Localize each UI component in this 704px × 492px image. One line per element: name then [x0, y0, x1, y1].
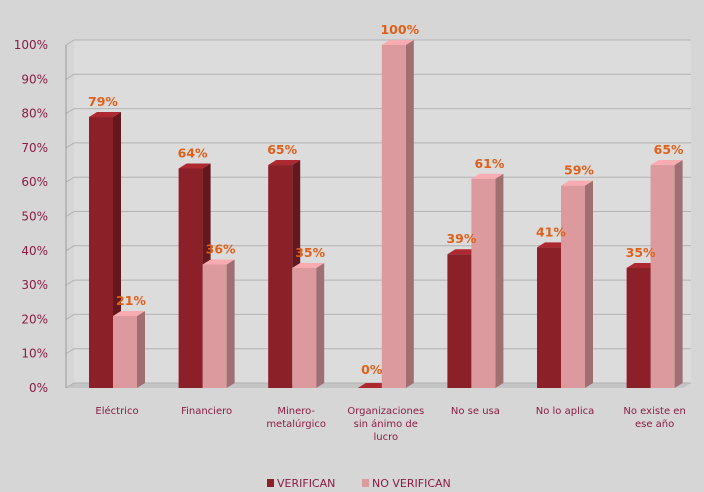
x-category-label-line: Minero-	[277, 406, 315, 417]
bar-front	[561, 185, 585, 388]
bar-no-verifican	[471, 173, 504, 388]
gridlines	[65, 39, 691, 389]
y-axis: 0% 10% 20% 30% 40% 50% 60% 70% 80% 90% 100%	[14, 38, 67, 395]
y-tick-label: 50%	[21, 210, 48, 224]
bar-no-verifican	[650, 160, 683, 388]
bar-top	[89, 112, 121, 118]
bar-front	[268, 165, 293, 388]
bar-side	[495, 173, 504, 388]
data-label-verifican: 79%	[88, 94, 118, 109]
legend-label-verifican: VERIFICAN	[277, 477, 335, 490]
y-tick-label: 40%	[21, 244, 48, 258]
gridline	[65, 73, 691, 80]
data-label-no-verifican: 100%	[380, 22, 419, 37]
x-category-label: Organizaciones sin ánimo de lucro	[347, 406, 424, 443]
bar-side	[137, 310, 145, 388]
x-axis-categories: Eléctrico Financiero Minero-metalúrgico Org…	[95, 405, 685, 443]
bar-front	[292, 267, 317, 388]
y-tick-label: 30%	[21, 278, 48, 292]
x-category-label-line: No lo aplica	[536, 406, 595, 417]
bar-side	[674, 160, 683, 388]
data-label-no-verifican: 35%	[295, 245, 325, 260]
data-label-verifican: 35%	[626, 245, 656, 260]
x-category-label-line: ese año	[635, 419, 674, 430]
data-label-no-verifican: 65%	[654, 142, 684, 157]
bar-side	[585, 180, 593, 388]
bar-front	[89, 117, 113, 388]
bars	[89, 40, 683, 388]
bar-top	[471, 173, 504, 179]
bar-top	[202, 259, 235, 265]
y-tick-label: 80%	[21, 107, 48, 121]
bar-front	[537, 247, 561, 388]
data-labels: 79% 21% 64% 36% 65% 35% 0% 100% 39% 61% 41% 59% 35% 6…	[88, 22, 684, 377]
x-category-label-line: No existe en	[623, 406, 685, 417]
bar-front	[650, 165, 675, 388]
gridline	[65, 142, 691, 149]
x-category-label-line: No se usa	[451, 406, 500, 417]
legend-label-no-verifican: NO VERIFICAN	[372, 477, 451, 490]
gridline	[65, 39, 691, 46]
legend-swatch-no-verifican	[362, 479, 369, 487]
bar-front	[113, 315, 137, 388]
data-label-verifican: 41%	[536, 224, 566, 239]
bar-top	[113, 310, 145, 316]
bar-front	[447, 254, 472, 388]
x-category-label: Financiero	[181, 406, 232, 417]
legend-swatch-verifican	[267, 479, 274, 487]
x-category-label: No se usa	[451, 406, 500, 417]
data-label-no-verifican: 21%	[116, 293, 146, 308]
data-label-no-verifican: 59%	[564, 163, 594, 178]
data-label-no-verifican: 36%	[206, 242, 236, 257]
y-tick-label: 0%	[29, 381, 48, 395]
bar-no-verifican	[561, 180, 593, 388]
x-category-label-line: Financiero	[181, 406, 232, 417]
bar-side	[405, 40, 414, 388]
bar-front	[471, 178, 496, 388]
bar-top	[381, 40, 414, 45]
bar-top	[561, 180, 593, 186]
x-category-label: Eléctrico	[95, 405, 138, 417]
data-label-verifican: 65%	[267, 142, 297, 157]
bar-no-verifican	[202, 259, 235, 388]
bar-no-verifican	[381, 40, 414, 388]
data-label-verifican: 0%	[361, 362, 383, 377]
gridline	[65, 108, 691, 115]
y-tick-label: 10%	[21, 347, 48, 361]
x-category-label: Minero-metalúrgico	[266, 406, 326, 430]
x-category-label-line: Organizaciones	[347, 406, 424, 417]
x-category-label-line: lucro	[373, 432, 398, 443]
x-category-label: No lo aplica	[536, 406, 595, 417]
bar-top	[650, 160, 683, 166]
bar-top	[178, 163, 211, 169]
bar-no-verifican	[292, 262, 325, 388]
bar-top	[268, 160, 301, 166]
bar-front	[626, 267, 651, 388]
bar-no-verifican	[113, 310, 145, 388]
bar-side	[316, 262, 325, 388]
data-label-verifican: 39%	[446, 231, 476, 246]
bar-front	[202, 264, 227, 388]
y-tick-label: 70%	[21, 141, 48, 155]
bar-top	[292, 262, 325, 268]
y-tick-label: 100%	[14, 38, 48, 52]
y-tick-label: 20%	[21, 312, 48, 326]
data-label-no-verifican: 61%	[474, 156, 504, 171]
data-label-verifican: 64%	[178, 145, 208, 160]
x-category-label-line: metalúrgico	[266, 418, 326, 430]
x-category-label-line: sin ánimo de	[354, 418, 418, 430]
y-tick-label: 60%	[21, 175, 48, 189]
x-category-label: No existe en ese año	[623, 406, 685, 430]
x-category-label-line: Eléctrico	[95, 405, 138, 417]
y-tick-label: 90%	[21, 72, 48, 86]
bar-side	[226, 259, 235, 388]
bar-front	[381, 45, 406, 388]
legend: VERIFICAN NO VERIFICAN	[267, 477, 451, 490]
bar-front	[178, 168, 203, 388]
